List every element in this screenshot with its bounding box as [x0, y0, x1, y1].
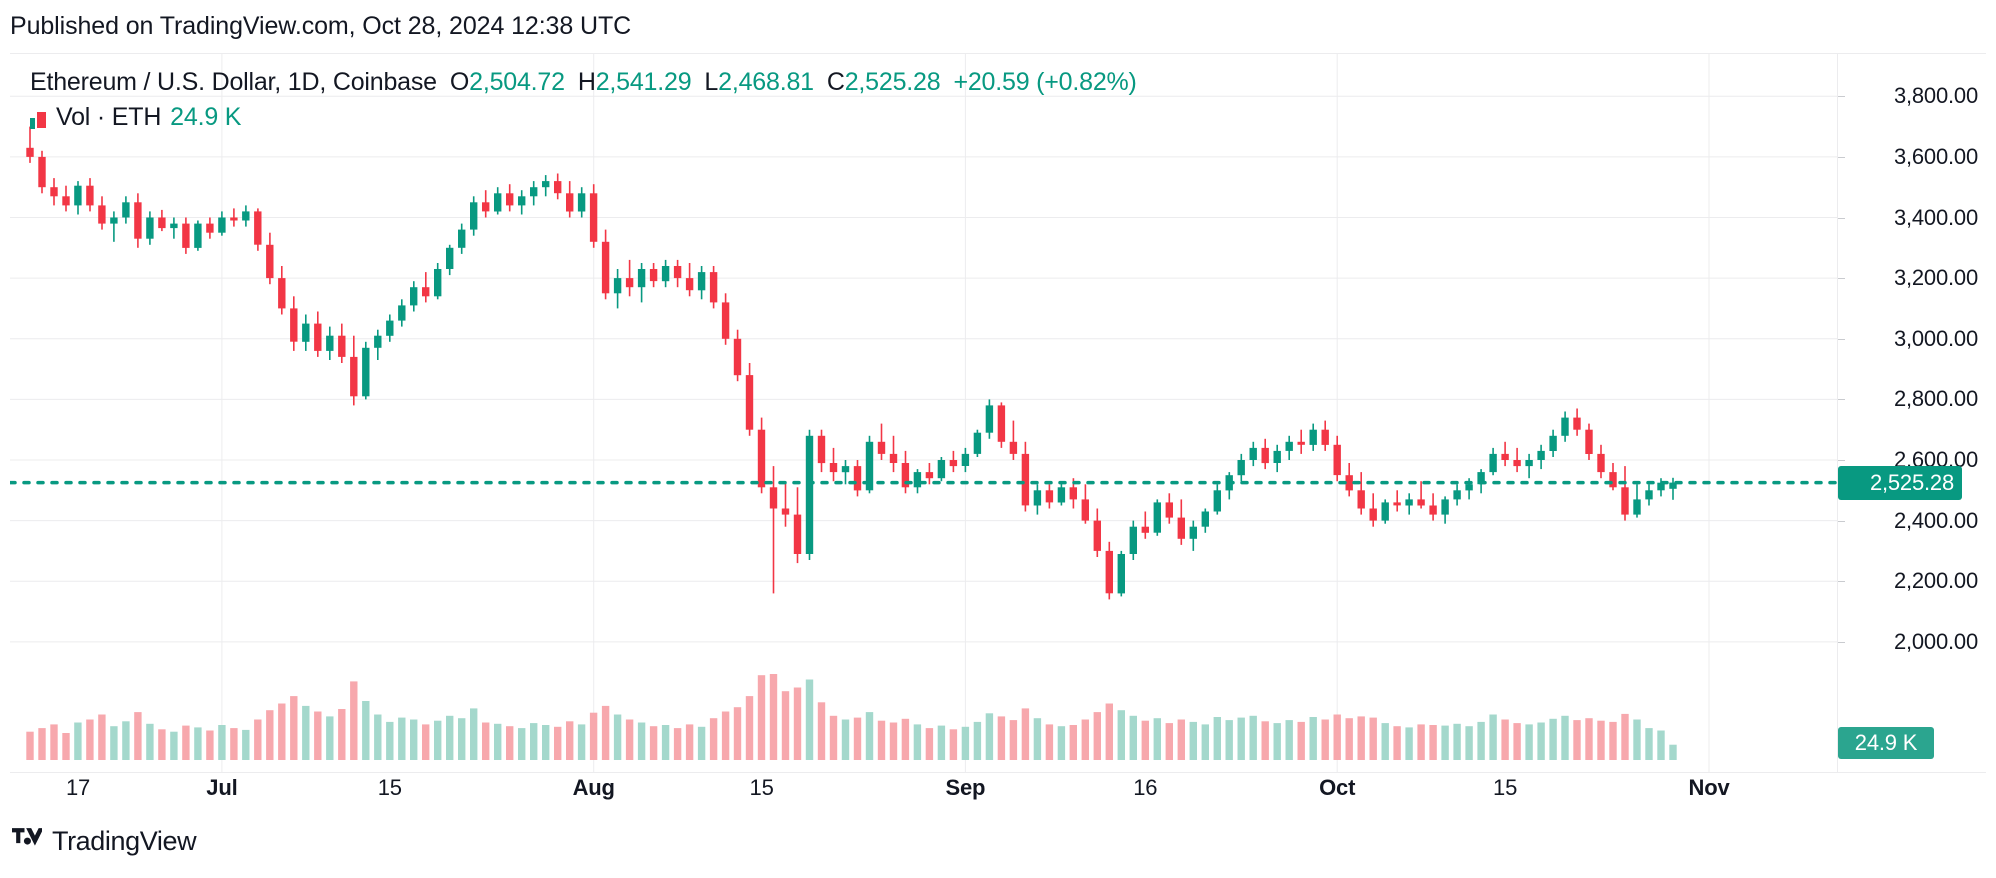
price-tick-label: 2,200.00 [1893, 568, 1978, 594]
footer-brand: TradingView [12, 826, 197, 857]
last-price-badge[interactable]: 2,525.28 [1838, 465, 1962, 500]
time-scale[interactable]: 17 Jul 15 Aug 15 Sep 16 Oct 15 Nov [10, 775, 1986, 815]
price-tick-dash [1838, 156, 1845, 158]
price-tick-dash [1838, 96, 1845, 98]
time-tick-label: 15 [749, 775, 774, 800]
time-tick-label: 17 [65, 775, 91, 800]
price-tick-dash [1838, 460, 1845, 461]
price-tick-label: 2,000.00 [1893, 628, 1978, 654]
time-tick-label: Aug [572, 775, 615, 800]
price-scale[interactable]: 3,800.00 3,600.00 3,400.00 3,200.00 3,000.00… [1837, 54, 1986, 772]
price-tick-dash [1838, 641, 1845, 643]
published-caption: Published on TradingView.com, Oct 28, 20… [10, 12, 632, 40]
price-tick-label: 3,000.00 [1893, 325, 1978, 351]
candlestick-svg [10, 54, 1837, 772]
volume-last-value-badge[interactable]: 24.9 K [1838, 726, 1934, 759]
price-tick-dash [1838, 399, 1845, 401]
price-tick-label: 2,400.00 [1893, 507, 1978, 533]
time-tick-label: 15 [1493, 775, 1518, 800]
price-tick-dash [1838, 338, 1845, 340]
tradingview-logo-icon [12, 828, 44, 855]
tradingview-wordmark: TradingView [52, 826, 197, 856]
time-tick-label: 15 [377, 775, 402, 800]
price-tick-label: 2,800.00 [1893, 386, 1978, 412]
price-tick-dash [1838, 278, 1845, 280]
time-tick-label: Nov [1688, 775, 1730, 800]
time-tick-label: Jul [206, 775, 238, 800]
price-tick-dash [1838, 581, 1845, 583]
price-tick-label: 3,400.00 [1893, 204, 1978, 230]
time-tick-label: Sep [945, 775, 986, 800]
price-tick-dash [1838, 217, 1845, 219]
price-tick-dash [1838, 520, 1845, 522]
price-tick-label: 3,800.00 [1893, 83, 1978, 109]
chart-plot-area[interactable] [10, 54, 1837, 772]
chart-frame: 3,800.00 3,600.00 3,400.00 3,200.00 3,000.00… [10, 53, 1986, 773]
time-tick-label: 16 [1133, 775, 1158, 800]
price-tick-label: 3,600.00 [1893, 143, 1978, 169]
price-tick-label: 3,200.00 [1893, 265, 1978, 291]
time-tick-label: Oct [1319, 775, 1356, 800]
